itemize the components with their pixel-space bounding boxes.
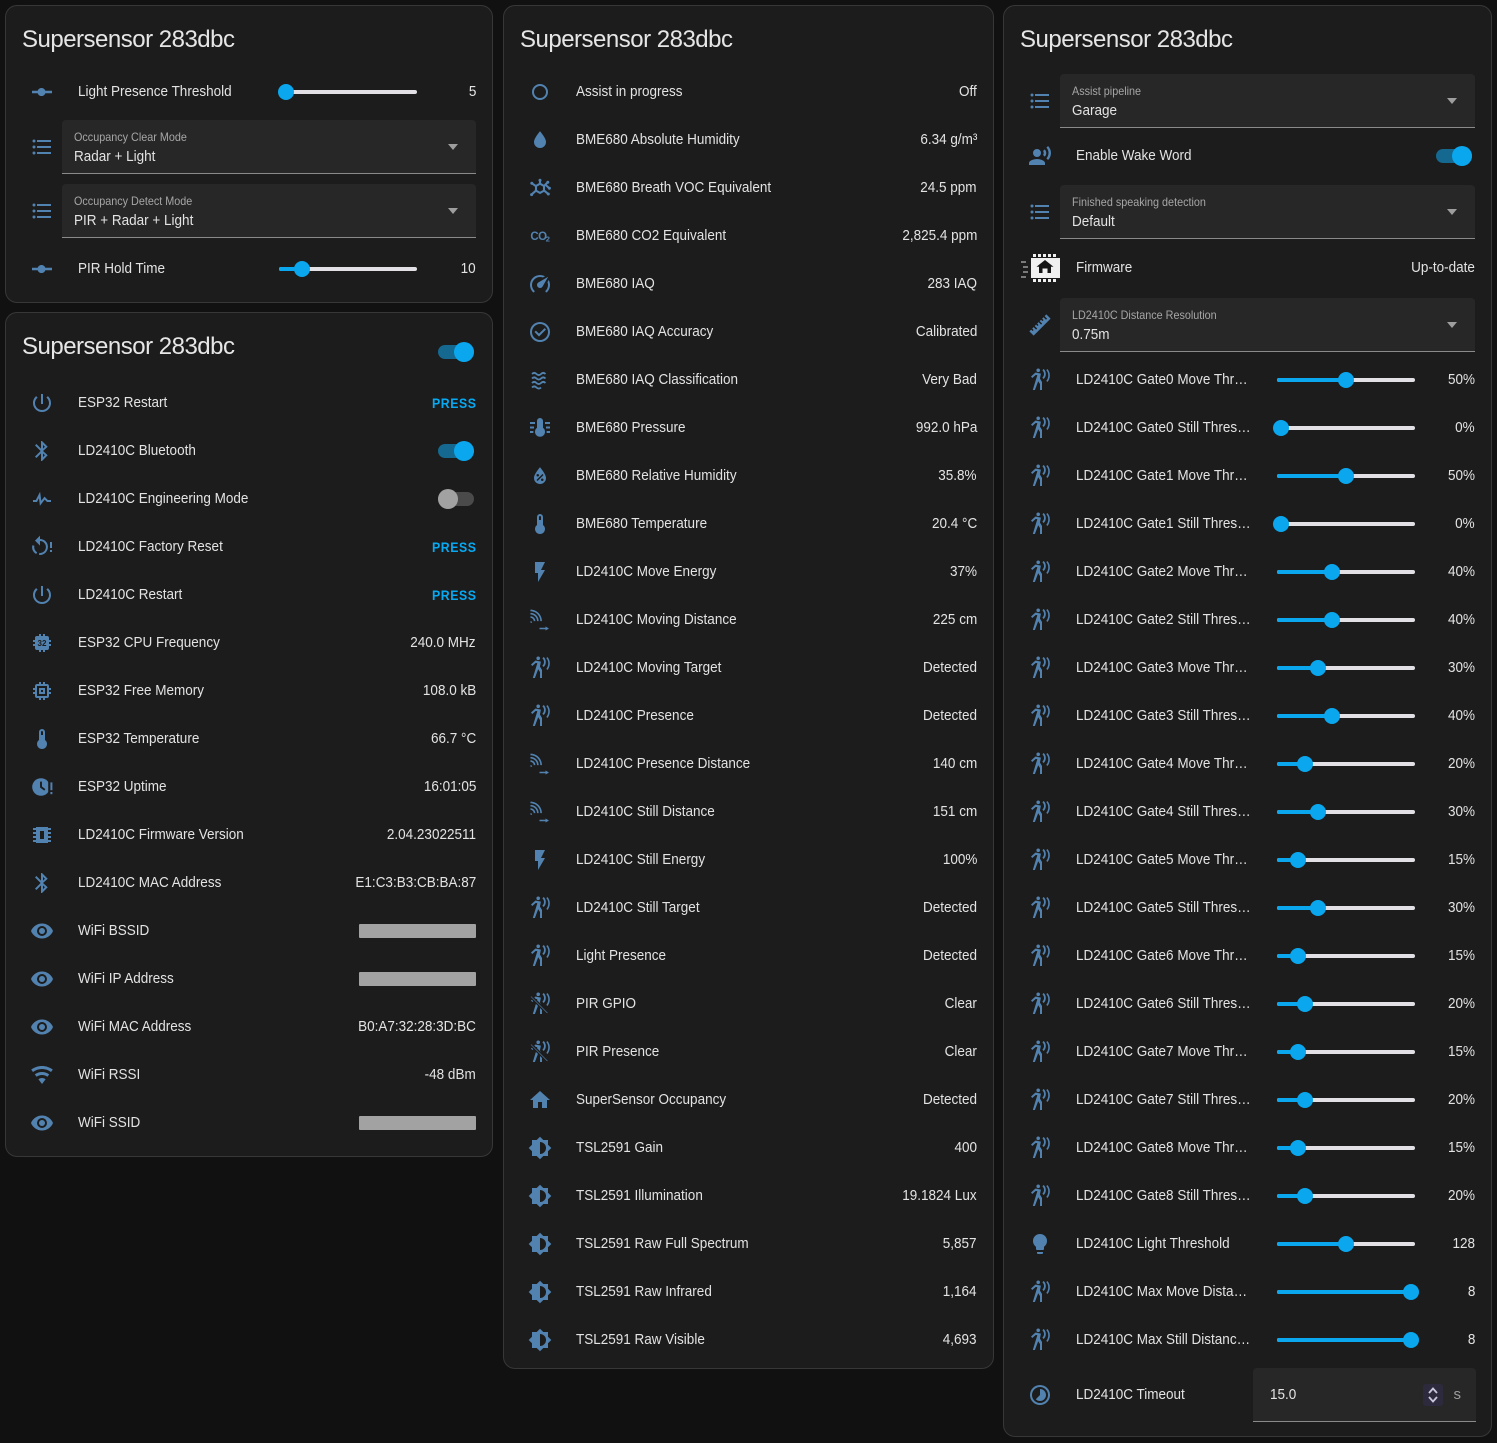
svg-text:CO: CO [530,231,547,243]
svg-text:32: 32 [38,638,47,647]
svg-text:2: 2 [546,234,550,243]
